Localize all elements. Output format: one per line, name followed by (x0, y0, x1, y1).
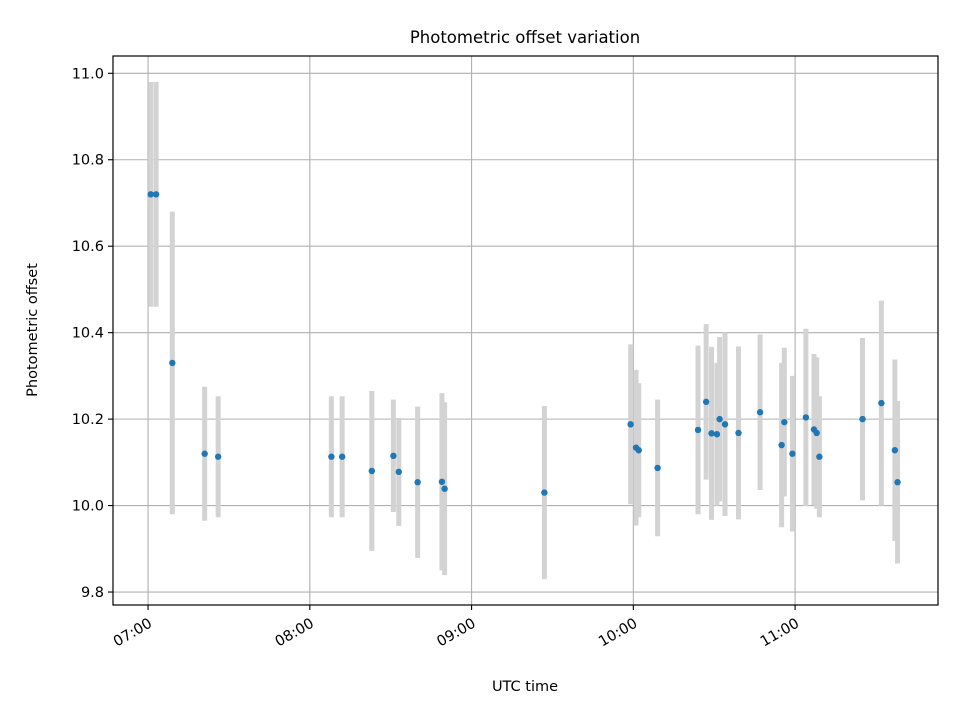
data-point (716, 415, 723, 423)
data-point (390, 452, 397, 460)
y-axis-label: Photometric offset (25, 263, 41, 397)
data-point (713, 431, 721, 438)
data-point (368, 467, 376, 475)
data-point (395, 468, 402, 476)
y-tick-label: 9.8 (81, 585, 104, 601)
data-point (721, 421, 729, 428)
data-points (147, 191, 901, 496)
data-point (147, 191, 154, 198)
data-point (541, 489, 548, 496)
data-point (813, 429, 820, 437)
data-point (708, 430, 715, 437)
data-point (694, 426, 702, 434)
data-point (338, 453, 346, 460)
data-point (781, 418, 788, 426)
data-point (756, 409, 764, 416)
data-point (214, 453, 222, 460)
plot-area (113, 56, 938, 605)
data-point (816, 453, 823, 460)
data-point (735, 429, 742, 437)
data-point (878, 399, 885, 407)
y-tick-label: 11.0 (72, 66, 104, 82)
grid (113, 56, 938, 605)
data-point (635, 447, 642, 454)
y-tick-label: 10.2 (72, 412, 104, 428)
data-point (894, 479, 901, 486)
y-tick-label: 10.4 (72, 326, 104, 342)
data-point (654, 464, 661, 472)
data-point (859, 415, 866, 423)
y-tick-label: 10.6 (72, 239, 104, 255)
data-point (789, 450, 796, 457)
data-point (201, 450, 208, 457)
y-axis-ticks: 9.8 10.0 10.2 10.4 10.6 10.8 11.0 (72, 66, 113, 601)
y-tick-label: 10.0 (72, 499, 104, 515)
data-point (441, 485, 448, 492)
data-point (802, 414, 810, 421)
plot-frame (112, 55, 939, 606)
data-point (328, 453, 335, 460)
data-point (627, 421, 634, 428)
chart-title: Photometric offset variation (410, 28, 640, 47)
data-point (152, 191, 160, 198)
data-point (414, 479, 421, 486)
data-point (891, 447, 899, 454)
data-point (778, 441, 785, 449)
data-point (169, 359, 176, 367)
data-point (438, 478, 446, 485)
data-point (702, 398, 710, 406)
x-axis-label: UTC time (492, 679, 558, 695)
y-tick-label: 10.8 (72, 153, 104, 169)
